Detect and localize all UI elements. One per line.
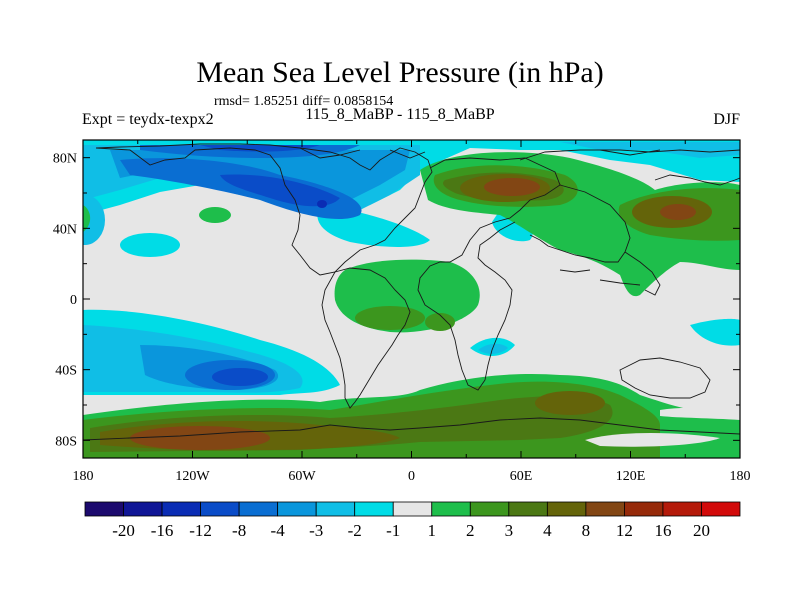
- colorbar-label: 1: [428, 521, 437, 540]
- contour-pacific-minus1-blob: [120, 233, 180, 257]
- contour-pacific-low-minus12: [317, 200, 327, 208]
- x-tick-label: 180: [730, 469, 751, 484]
- colorbar-label: -3: [309, 521, 323, 540]
- colorbar-swatch: [624, 501, 664, 517]
- season-label: DJF: [713, 111, 740, 128]
- contour-tropical-plus2: [355, 306, 425, 330]
- colorbar-swatch: [662, 501, 702, 517]
- y-tick-label: 0: [70, 293, 77, 308]
- x-tick-label: 60E: [510, 469, 533, 484]
- x-tick-label: 180: [73, 469, 94, 484]
- contour-west-edge-plus1: [83, 205, 91, 232]
- contour-pacific-low-minus8: [220, 174, 340, 207]
- contour-pacific-plus1-blob: [199, 207, 231, 223]
- colorbar-swatch: [238, 501, 279, 517]
- axes: 180 120W 60W 0 60E 120E 180 80N 40N 0 40S 80S: [53, 140, 751, 484]
- colorbar-label: -16: [151, 521, 174, 540]
- coastline-antarctica: [83, 417, 740, 441]
- contour-west-minus2: [83, 195, 105, 245]
- colorbar-swatch: [469, 501, 510, 517]
- colorbar-swatch: [354, 501, 394, 517]
- colorbar-label: -4: [271, 521, 286, 540]
- experiment-label: Expt = teydx-texpx2: [82, 111, 214, 128]
- colorbar-label: -20: [112, 521, 135, 540]
- x-tick-label: 120E: [616, 469, 646, 484]
- colorbar-label: -8: [232, 521, 246, 540]
- comparison-label: 115_8_MaBP - 115_8_MaBP: [305, 106, 495, 123]
- contour-antarctic-white: [660, 407, 740, 420]
- y-tick-label: 80S: [55, 434, 77, 449]
- colorbar-swatch: [546, 501, 587, 517]
- y-tick-label: 40N: [53, 222, 77, 237]
- contour-south-low-minus8: [212, 368, 268, 386]
- coastlines: [83, 143, 740, 441]
- contour-atlantic-minus1: [492, 210, 533, 242]
- contour-tropical-plus2-east: [425, 313, 455, 331]
- colorbar-swatch: [392, 501, 433, 517]
- colorbar-label: 4: [543, 521, 552, 540]
- colorbar-label: -2: [348, 521, 362, 540]
- colorbar: -20 -16 -12 -8 -4 -3 -2 -1 1 2 3 4 8 12 16 20: [84, 501, 741, 540]
- colorbar-swatch: [508, 501, 548, 517]
- colorbar-label: 16: [654, 521, 671, 540]
- x-tick-label: 120W: [175, 469, 210, 484]
- coastline-arctic-islands: [299, 147, 661, 159]
- contour-eastasia-high-plus8: [660, 204, 696, 220]
- coastline-indonesia: [559, 269, 641, 286]
- colorbar-label: 3: [505, 521, 514, 540]
- colorbar-label: 8: [582, 521, 591, 540]
- colorbar-swatch: [161, 501, 201, 517]
- colorbar-swatch: [200, 501, 240, 517]
- coastline-europe-africa: [417, 157, 561, 391]
- x-tick-label: 60W: [288, 469, 316, 484]
- colorbar-label: -12: [189, 521, 212, 540]
- coastline-south-america: [321, 267, 411, 409]
- colorbar-swatch: [277, 501, 317, 517]
- stats-label: rmsd= 1.85251 diff= 0.0858154: [214, 94, 394, 109]
- contour-arctic-minus2: [560, 142, 740, 158]
- colorbar-swatch: [585, 501, 625, 517]
- colorbar-swatch: [315, 501, 356, 517]
- contour-antarctic-minus1: [585, 433, 720, 447]
- colorbar-swatch: [701, 501, 741, 517]
- colorbar-swatch: [431, 501, 471, 517]
- colorbar-swatch: [123, 501, 163, 517]
- contour-southern-high-plus8: [130, 426, 270, 450]
- y-tick-label: 80N: [53, 152, 77, 167]
- x-tick-label: 0: [408, 469, 415, 484]
- chart-title: Mean Sea Level Pressure (in hPa): [196, 56, 604, 89]
- coastline-north-america: [95, 143, 433, 276]
- colorbar-label: 20: [693, 521, 710, 540]
- y-tick-label: 40S: [55, 364, 77, 379]
- coastline-asia: [519, 149, 740, 296]
- contour-siberia-high-plus8: [484, 178, 540, 196]
- contour-east-minus1: [690, 318, 740, 346]
- colorbar-label: 12: [616, 521, 633, 540]
- contour-atlantic-minus2-south: [478, 343, 508, 354]
- coastline-australia: [619, 357, 711, 399]
- colorbar-label: 2: [466, 521, 475, 540]
- colorbar-label: -1: [386, 521, 400, 540]
- map-field: [83, 140, 740, 458]
- contour-southern-ocean-plus4: [535, 391, 605, 415]
- colorbar-swatch: [84, 501, 124, 517]
